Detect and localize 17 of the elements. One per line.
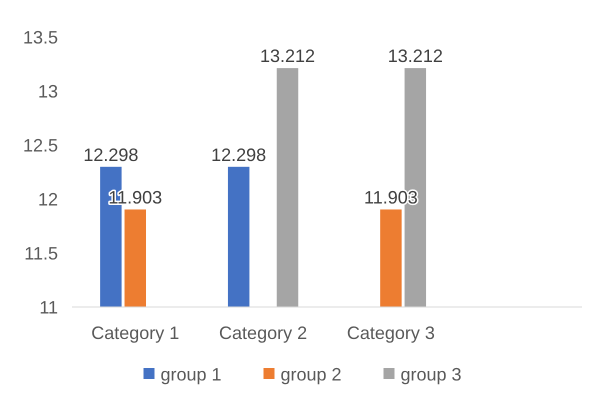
- x-tick-label: Category 3: [346, 323, 435, 343]
- data-label: 12.298: [211, 144, 266, 165]
- legend-label: group 3: [400, 364, 462, 384]
- y-tick-label: 13.5: [22, 27, 58, 48]
- y-tick-label: 12: [38, 189, 58, 210]
- data-label: 13.212: [388, 46, 443, 66]
- legend-label: group 2: [280, 364, 342, 384]
- y-tick-label: 12.5: [22, 135, 58, 156]
- data-label: 12.298: [83, 144, 138, 165]
- x-tick-label: Category 1: [91, 323, 180, 343]
- data-label: 11.903: [364, 187, 418, 208]
- y-tick-label: 11: [39, 297, 58, 318]
- y-tick-label: 13: [38, 81, 58, 102]
- y-tick-label: 11.5: [24, 243, 58, 264]
- x-tick-label: Category 2: [219, 323, 308, 343]
- data-label: 13.212: [260, 46, 316, 66]
- legend-label: group 1: [160, 364, 222, 384]
